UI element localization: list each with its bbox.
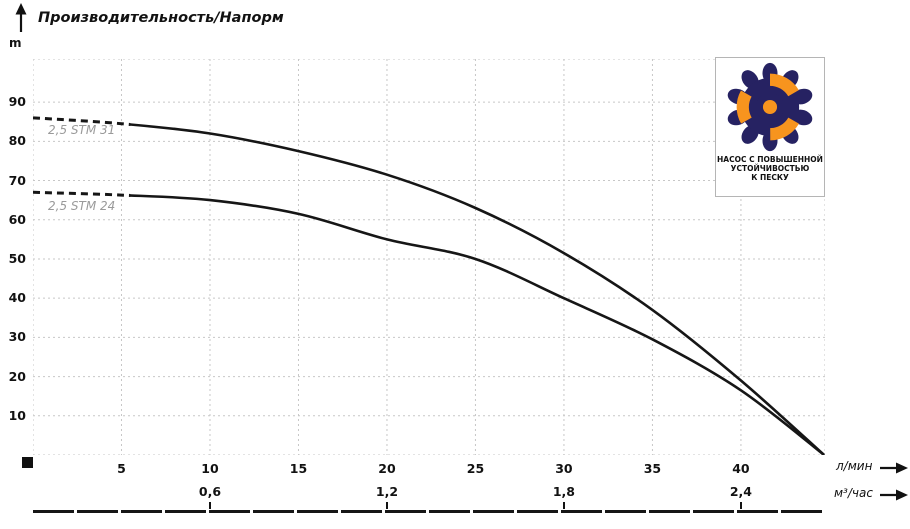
x-tick-label-lmin: 40 <box>732 461 750 476</box>
pump-impeller-logo-icon <box>727 62 813 152</box>
x-tick-label-lmin: 15 <box>289 461 308 476</box>
x-axis-secondary-arrow-icon <box>880 489 908 501</box>
x-tick-label-lmin: 10 <box>201 461 219 476</box>
curve-label-stm31: 2,5 STM 31 <box>48 123 116 137</box>
y-tick-label: 20 <box>8 368 26 384</box>
x-tick-label-lmin: 20 <box>378 461 396 476</box>
x-tick-label-lmin: 30 <box>555 461 573 476</box>
curve-0 <box>129 123 825 455</box>
x-tick-label-m3h: 1,8 <box>552 484 576 499</box>
x-tick-label-m3h: 2,4 <box>729 484 752 499</box>
y-tick-label: 30 <box>8 329 26 345</box>
chart-title: Производительность/Напорм <box>38 10 284 26</box>
x-axis-unit-m3h: м³/час <box>834 486 873 500</box>
x-tick-label-m3h: 0,6 <box>198 484 222 499</box>
x-tick-mark-m3h <box>739 502 742 509</box>
x-tick-label-lmin: 35 <box>643 461 662 476</box>
x-axis-unit-lmin: л/мин <box>836 459 873 473</box>
x-tick-mark-m3h <box>562 502 565 509</box>
curve-dashed-head-0 <box>33 116 131 126</box>
origin-marker <box>22 457 33 468</box>
curve-1 <box>129 194 825 455</box>
y-tick-label: 40 <box>8 290 26 306</box>
logo-caption-line2: УСТОЙЧИВОСТЬЮ <box>730 164 810 173</box>
x-tick-mark-m3h <box>208 502 211 509</box>
y-axis-unit-label: m <box>9 36 22 50</box>
x-tick-label-m3h: 1,2 <box>375 484 399 499</box>
x-axis-arrow-icon <box>880 462 908 474</box>
plot-area <box>33 59 825 455</box>
curve-label-stm24: 2,5 STM 24 <box>48 199 116 213</box>
grid-lines <box>33 59 825 455</box>
x-tick-mark-m3h <box>385 502 388 509</box>
brand-logo-box: НАСОС С ПОВЫШЕННОЙ УСТОЙЧИВОСТЬЮ К ПЕСКУ <box>715 57 825 197</box>
secondary-axis-ruler <box>33 510 825 513</box>
y-tick-label: 10 <box>8 407 26 423</box>
y-axis-up-arrow-icon <box>15 3 27 32</box>
y-tick-label: 60 <box>8 211 26 227</box>
y-tick-label: 90 <box>8 94 26 110</box>
y-tick-label: 50 <box>8 250 26 266</box>
x-tick-label-lmin: 25 <box>466 461 485 476</box>
y-tick-label: 70 <box>8 172 26 188</box>
x-tick-label-lmin: 5 <box>117 461 126 476</box>
logo-caption-line3: К ПЕСКУ <box>751 173 789 182</box>
y-tick-label: 80 <box>8 133 26 149</box>
logo-caption-line1: НАСОС С ПОВЫШЕННОЙ <box>717 155 823 164</box>
